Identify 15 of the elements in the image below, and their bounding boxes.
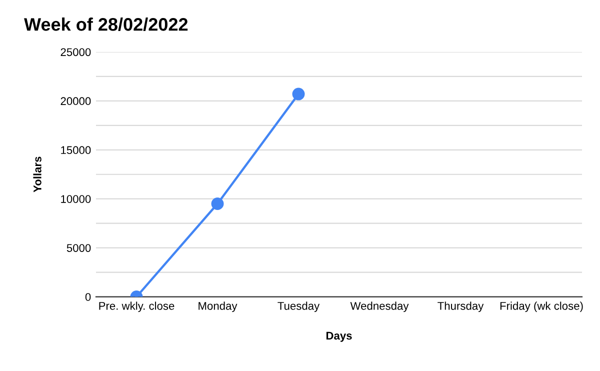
y-tick-label: 10000 [61, 195, 91, 203]
chart-title: Week of 28/02/2022 [24, 18, 188, 31]
x-tick-label: Tuesday [278, 302, 320, 312]
x-tick-label: Friday (wk close) [500, 302, 583, 312]
x-tick-label: Monday [198, 302, 238, 312]
y-axis-title: Yollars [33, 156, 42, 192]
x-axis-title: Days [326, 332, 352, 342]
y-tick-label: 25000 [60, 48, 91, 56]
y-tick-label: 20000 [60, 97, 91, 106]
x-tick-label: Pre. wkly. close [99, 302, 174, 312]
y-tick-label: 5000 [66, 244, 91, 252]
y-tick-label: 15000 [61, 146, 91, 154]
x-tick-label: Wednesday [350, 302, 409, 312]
y-tick-label: 0 [85, 293, 91, 301]
x-tick-label: Thursday [438, 302, 484, 312]
